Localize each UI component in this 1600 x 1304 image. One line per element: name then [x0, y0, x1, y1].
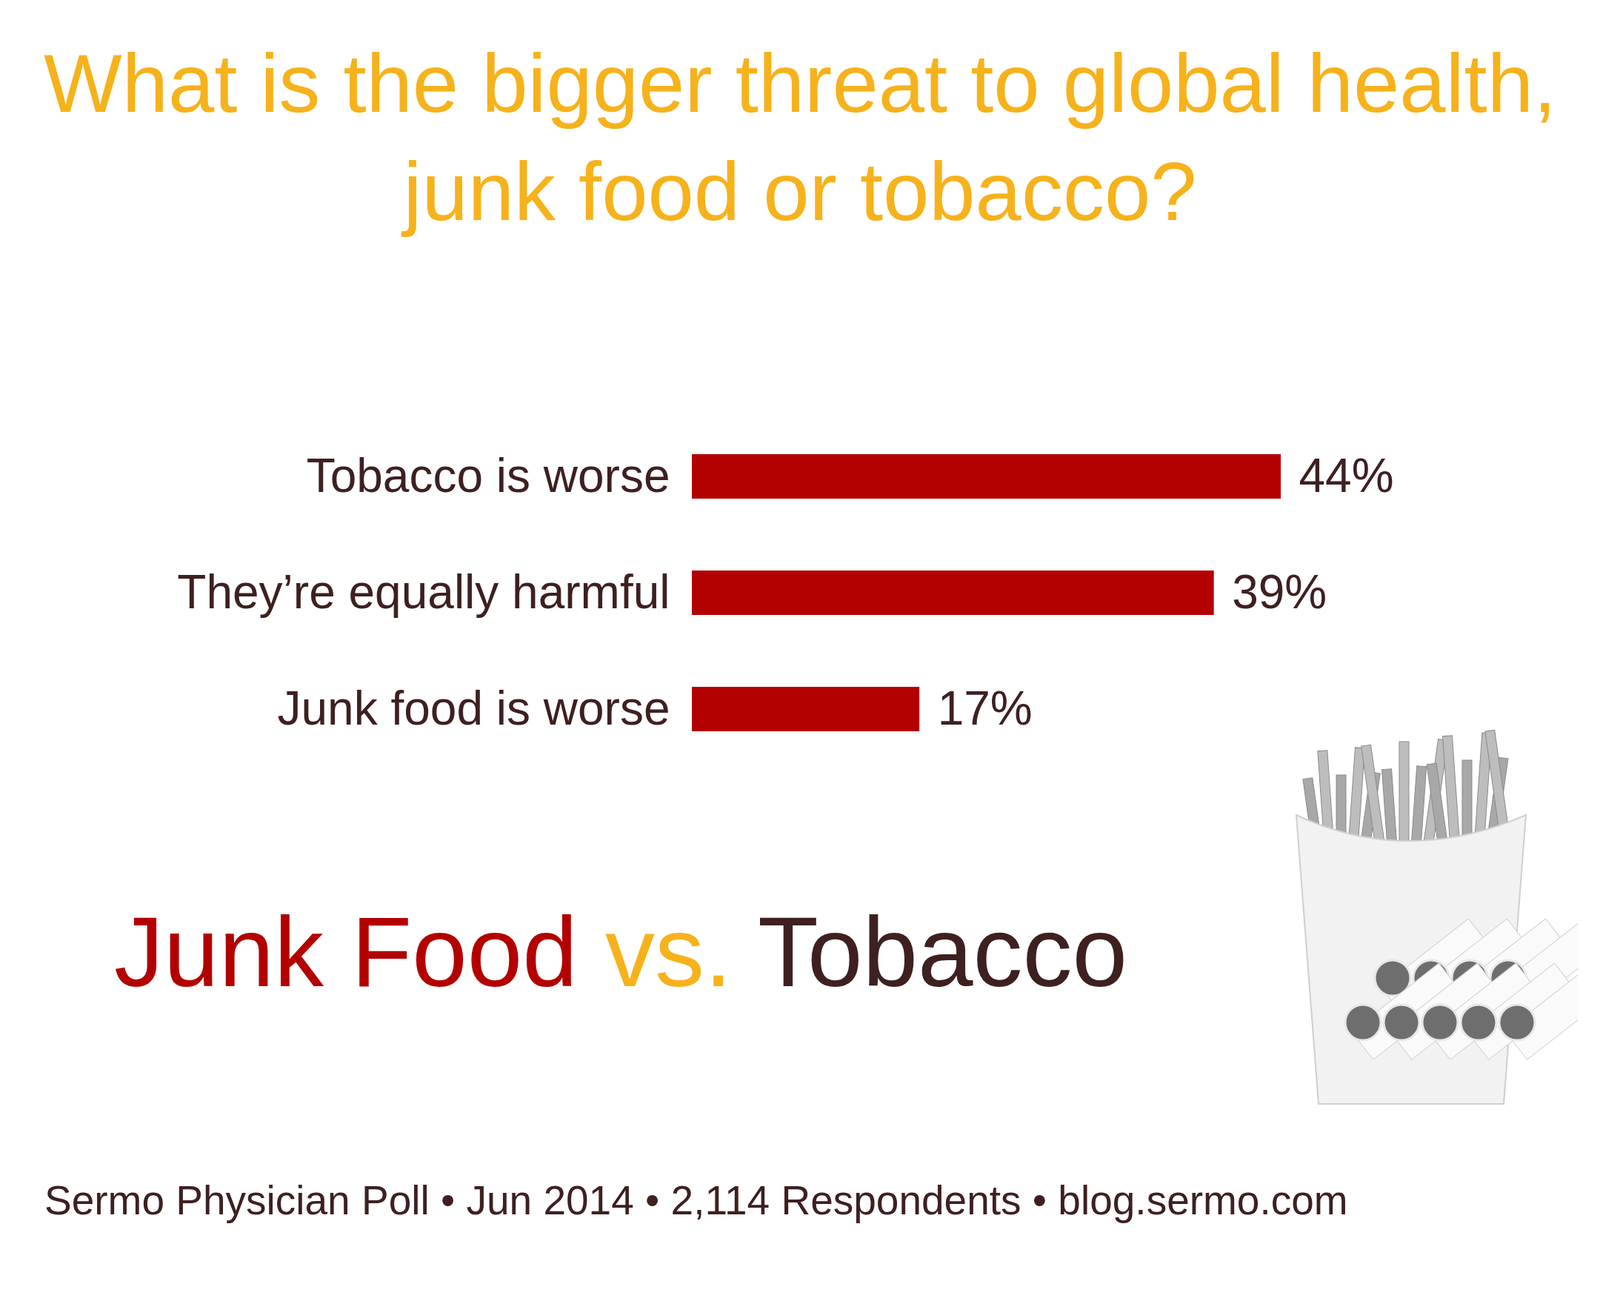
html-text:Junk Food vs. Tobacco: Junk Food vs. Tobacco: [114, 896, 1128, 1007]
svg-text:They’re equally harmful: They’re equally harmful: [177, 565, 670, 619]
svg-text:Tobacco is worse: Tobacco is worse: [306, 448, 671, 503]
svg-text:Junk food is worse: Junk food is worse: [277, 681, 670, 735]
svg-text:39%: 39%: [1231, 565, 1327, 619]
svg-text:44%: 44%: [1299, 448, 1395, 503]
html-text:What is the bigger threat to g: What is the bigger threat to global heal…: [43, 37, 1557, 238]
html-text:Sermo Physician Poll • Jun 201: Sermo Physician Poll • Jun 2014 • 2,114 …: [44, 1177, 1348, 1223]
svg-text:17%: 17%: [937, 681, 1033, 735]
